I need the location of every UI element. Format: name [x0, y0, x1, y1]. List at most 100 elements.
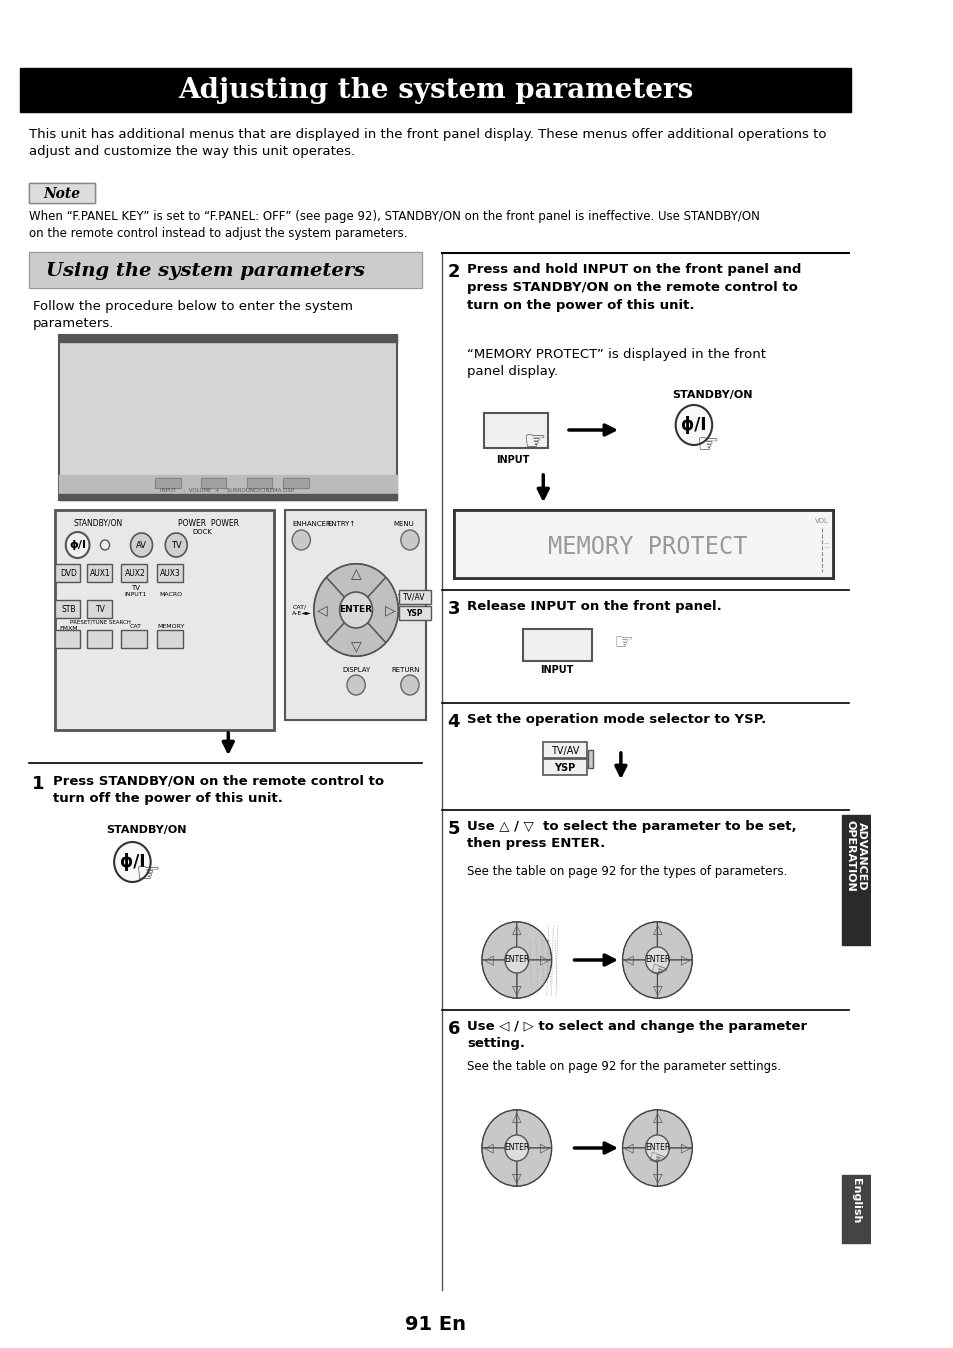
- Text: Use ◁ / ▷ to select and change the parameter
setting.: Use ◁ / ▷ to select and change the param…: [467, 1020, 807, 1050]
- Bar: [59, 474, 396, 493]
- Bar: [121, 630, 147, 648]
- Text: INPUT: INPUT: [540, 665, 574, 675]
- Text: ▽: ▽: [351, 639, 361, 652]
- Text: ENTER: ENTER: [644, 1143, 669, 1153]
- Text: △: △: [652, 923, 661, 937]
- Circle shape: [339, 592, 372, 628]
- Circle shape: [645, 948, 669, 973]
- Wedge shape: [517, 1109, 551, 1148]
- Bar: [246, 479, 272, 488]
- Bar: [483, 412, 547, 448]
- Text: ☞: ☞: [643, 1148, 666, 1171]
- Text: △: △: [351, 568, 361, 581]
- Circle shape: [481, 1109, 551, 1186]
- Bar: [59, 336, 396, 342]
- Text: Set the operation mode selector to YSP.: Set the operation mode selector to YSP.: [467, 713, 766, 727]
- Text: TV: TV: [131, 585, 139, 590]
- Text: MENU: MENU: [393, 520, 414, 527]
- Text: DOCK: DOCK: [193, 528, 213, 535]
- Text: △: △: [512, 923, 521, 937]
- Bar: [87, 563, 112, 582]
- Text: ▽: ▽: [652, 984, 661, 996]
- Text: ENTER: ENTER: [503, 1143, 529, 1153]
- Text: AUX1: AUX1: [90, 569, 111, 578]
- Bar: [454, 510, 832, 578]
- Text: 6: 6: [447, 1020, 459, 1038]
- Text: ▽: ▽: [512, 1171, 521, 1185]
- Bar: [121, 563, 147, 582]
- Bar: [30, 183, 95, 204]
- Text: Use △ / ▽  to select the parameter to be set,
then press ENTER.: Use △ / ▽ to select the parameter to be …: [467, 820, 797, 851]
- Bar: [54, 563, 80, 582]
- Wedge shape: [622, 960, 657, 998]
- Text: ▷: ▷: [539, 953, 549, 967]
- Circle shape: [481, 922, 551, 998]
- Text: ☞: ☞: [697, 433, 719, 457]
- Circle shape: [165, 532, 187, 557]
- Bar: [542, 741, 586, 758]
- Wedge shape: [657, 960, 691, 998]
- Circle shape: [645, 1135, 669, 1161]
- Text: ◁: ◁: [483, 1142, 493, 1154]
- Bar: [87, 630, 112, 648]
- Text: ENTRY↑: ENTRY↑: [327, 520, 355, 527]
- Text: 91 En: 91 En: [405, 1316, 465, 1335]
- Bar: [54, 510, 274, 731]
- Bar: [841, 816, 870, 945]
- Text: See the table on page 92 for the types of parameters.: See the table on page 92 for the types o…: [467, 865, 787, 878]
- Wedge shape: [657, 1109, 691, 1148]
- Text: INPUT    -  VOLUME  +    SURROUND/CINEMA DSP: INPUT - VOLUME + SURROUND/CINEMA DSP: [159, 488, 294, 492]
- Bar: [30, 183, 95, 204]
- Wedge shape: [622, 1148, 657, 1186]
- Bar: [157, 630, 182, 648]
- Text: ENHANCER: ENHANCER: [292, 520, 331, 527]
- Bar: [841, 1175, 870, 1243]
- Bar: [54, 510, 274, 731]
- Text: ▷: ▷: [384, 603, 395, 617]
- Text: ◁: ◁: [483, 953, 493, 967]
- Wedge shape: [481, 1148, 517, 1186]
- Text: TV/AV: TV/AV: [397, 593, 419, 603]
- Wedge shape: [326, 611, 385, 656]
- Text: ▷: ▷: [680, 1142, 690, 1154]
- Bar: [201, 479, 226, 488]
- Circle shape: [314, 563, 397, 656]
- Text: AV: AV: [136, 541, 147, 550]
- Circle shape: [292, 530, 310, 550]
- Text: AUX3: AUX3: [160, 569, 181, 578]
- Bar: [201, 479, 226, 488]
- Text: ◁: ◁: [316, 603, 327, 617]
- Text: MEMORY: MEMORY: [157, 624, 184, 628]
- Wedge shape: [481, 960, 517, 998]
- Text: MACRO: MACRO: [159, 593, 182, 597]
- Text: Adjusting the system parameters: Adjusting the system parameters: [177, 77, 693, 105]
- Text: ::: ::: [822, 541, 829, 550]
- Text: Using the system parameters: Using the system parameters: [46, 262, 364, 280]
- Text: TV: TV: [171, 541, 181, 550]
- Text: Release INPUT on the front panel.: Release INPUT on the front panel.: [467, 600, 721, 613]
- Text: TV: TV: [95, 605, 105, 615]
- Text: VOL: VOL: [814, 518, 828, 524]
- Text: Press STANDBY/ON on the remote control to
turn off the power of this unit.: Press STANDBY/ON on the remote control t…: [53, 775, 384, 805]
- Bar: [54, 600, 80, 617]
- Bar: [542, 759, 586, 775]
- Text: See the table on page 92 for the parameter settings.: See the table on page 92 for the paramet…: [467, 1060, 781, 1073]
- Text: TV/AV: TV/AV: [551, 745, 578, 756]
- Wedge shape: [481, 1109, 517, 1148]
- Bar: [283, 479, 308, 488]
- Text: DVD: DVD: [60, 569, 77, 578]
- Text: ◁: ◁: [623, 1142, 633, 1154]
- Text: YSP: YSP: [554, 763, 576, 772]
- Circle shape: [347, 675, 365, 696]
- Text: Follow the procedure below to enter the system
parameters.: Follow the procedure below to enter the …: [32, 301, 353, 330]
- Text: 1: 1: [31, 775, 45, 793]
- Text: “MEMORY PROTECT” is displayed in the front
panel display.: “MEMORY PROTECT” is displayed in the fro…: [467, 348, 765, 377]
- Text: Note: Note: [44, 187, 81, 201]
- Wedge shape: [657, 922, 691, 960]
- Text: ▷: ▷: [680, 953, 690, 967]
- Bar: [157, 563, 182, 582]
- Bar: [0, 0, 870, 67]
- Wedge shape: [326, 563, 385, 611]
- Text: ϕ/I: ϕ/I: [119, 853, 145, 871]
- Wedge shape: [481, 922, 517, 960]
